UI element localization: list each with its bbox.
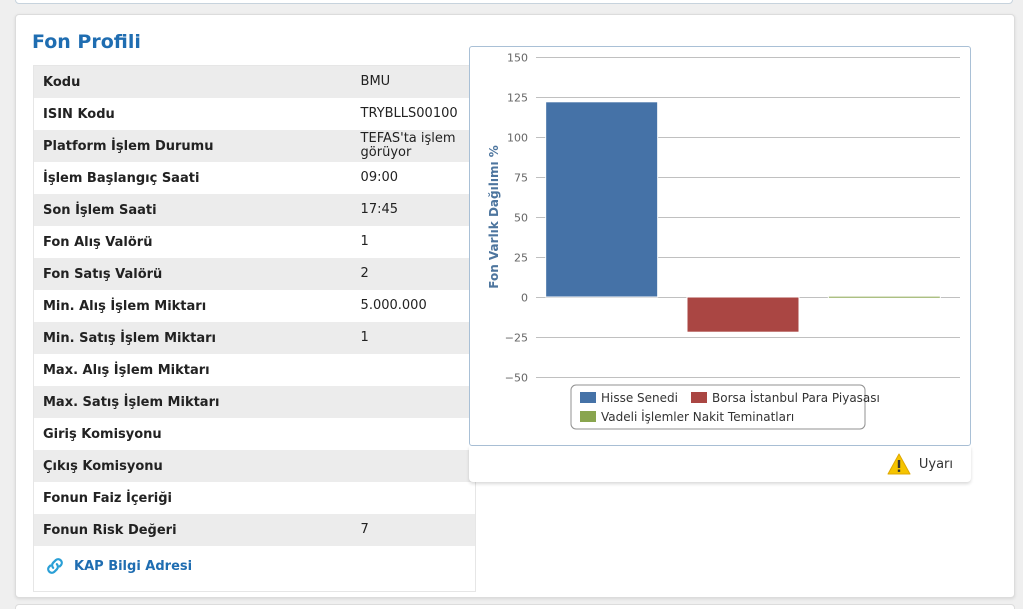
info-row-label: Fonun Faiz İçeriği xyxy=(43,490,173,506)
info-row-label: Fonun Risk Değeri xyxy=(43,522,177,538)
info-row-value: 09:00 xyxy=(360,170,399,185)
previous-card xyxy=(15,0,1013,4)
info-row-value: 17:45 xyxy=(360,202,399,217)
info-row-value: 1 xyxy=(360,330,369,345)
info-row-label: İşlem Başlangıç Saati xyxy=(43,170,200,186)
info-row-label: Son İşlem Saati xyxy=(43,202,157,218)
info-row-label: Giriş Komisyonu xyxy=(43,426,162,442)
chart-svg: 150 125 100 75 50 25 0 −25 −50 Fon Varlık Dağılım… xyxy=(487,52,960,430)
bar xyxy=(827,295,941,299)
info-row: Fon Alış Valörü 1 xyxy=(34,226,475,258)
legend-box xyxy=(570,384,866,430)
bar xyxy=(545,101,659,298)
y-axis-label: Fon Varlık Dağılımı % xyxy=(487,145,501,289)
y-tick-label: 0 xyxy=(521,292,528,305)
info-row-label: Kodu xyxy=(43,74,81,90)
info-row: Fon Satış Valörü 2 xyxy=(34,258,475,290)
fund-info-rows: Kodu BMU ISIN Kodu TRYBLLS00100 Platform İşl… xyxy=(34,66,475,546)
warning-label[interactable]: Uyarı xyxy=(918,456,953,472)
info-row-label: ISIN Kodu xyxy=(43,106,115,122)
info-row-label: Min. Alış İşlem Miktarı xyxy=(43,298,207,314)
y-tick-label: −50 xyxy=(505,372,528,385)
next-card xyxy=(15,604,1015,609)
kap-link-label: KAP Bilgi Adresi xyxy=(74,558,193,574)
info-row: Kodu BMU xyxy=(34,66,475,98)
y-tick-label: 25 xyxy=(514,252,528,265)
info-row-value: 1 xyxy=(360,234,369,249)
legend-swatch xyxy=(691,392,707,403)
info-row-label: Fon Satış Valörü xyxy=(43,266,163,282)
legend-label: Hisse Senedi xyxy=(601,391,678,405)
info-row: Son İşlem Saati 17:45 xyxy=(34,194,475,226)
info-row-label: Max. Alış İşlem Miktarı xyxy=(43,362,210,378)
asset-allocation-chart: 150 125 100 75 50 25 0 −25 −50 Fon Varlık Dağılım… xyxy=(469,46,971,446)
info-row: ISIN Kodu TRYBLLS00100 xyxy=(34,98,475,130)
section-title: Fon Profili xyxy=(32,31,141,53)
y-tick-label: 75 xyxy=(514,172,528,185)
chart-footer: Uyarı xyxy=(469,446,971,482)
info-row: Fonun Faiz İçeriği xyxy=(34,482,475,514)
info-row-label: Min. Satış İşlem Miktarı xyxy=(43,330,216,346)
info-row-label: Çıkış Komisyonu xyxy=(43,458,163,474)
info-row: Çıkış Komisyonu xyxy=(34,450,475,482)
info-row-label: Fon Alış Valörü xyxy=(43,234,153,250)
info-row-value: TRYBLLS00100 xyxy=(360,106,458,121)
y-tick-label: 150 xyxy=(507,52,528,65)
info-row: Min. Alış İşlem Miktarı 5.000.000 xyxy=(34,290,475,322)
info-row-value: 2 xyxy=(360,266,369,281)
y-tick-label: 125 xyxy=(507,92,528,105)
info-row-value: TEFAS'ta işlem görüyor xyxy=(360,131,456,160)
info-row: Max. Satış İşlem Miktarı xyxy=(34,386,475,418)
info-row: Giriş Komisyonu xyxy=(34,418,475,450)
link-icon xyxy=(47,558,63,574)
info-row-label: Platform İşlem Durumu xyxy=(43,138,214,154)
y-tick-label: 50 xyxy=(514,212,528,225)
legend-label: Borsa İstanbul Para Piyasası xyxy=(712,390,880,405)
y-tick-label: 100 xyxy=(507,132,528,145)
legend-label: Vadeli İşlemler Nakit Teminatları xyxy=(601,409,794,424)
bar xyxy=(686,296,800,333)
y-tick-label: −25 xyxy=(505,332,528,345)
info-row: Platform İşlem Durumu TEFAS'ta işlem görü… xyxy=(34,130,475,162)
legend-swatch xyxy=(580,392,596,403)
legend-swatch xyxy=(580,411,596,422)
info-row-label: Max. Satış İşlem Miktarı xyxy=(43,394,220,410)
info-row: İşlem Başlangıç Saati 09:00 xyxy=(34,162,475,194)
info-row: Max. Alış İşlem Miktarı xyxy=(34,354,475,386)
kap-info-link[interactable]: KAP Bilgi Adresi xyxy=(34,546,475,586)
info-row: Fonun Risk Değeri 7 xyxy=(34,514,475,546)
info-row-value: 7 xyxy=(360,522,369,537)
warning-icon[interactable] xyxy=(887,453,911,475)
info-row-value: 5.000.000 xyxy=(360,298,427,313)
info-row: Min. Satış İşlem Miktarı 1 xyxy=(34,322,475,354)
info-row-value: BMU xyxy=(360,74,391,89)
fund-info-table: Kodu BMU ISIN Kodu TRYBLLS00100 Platform İşl… xyxy=(33,65,476,592)
